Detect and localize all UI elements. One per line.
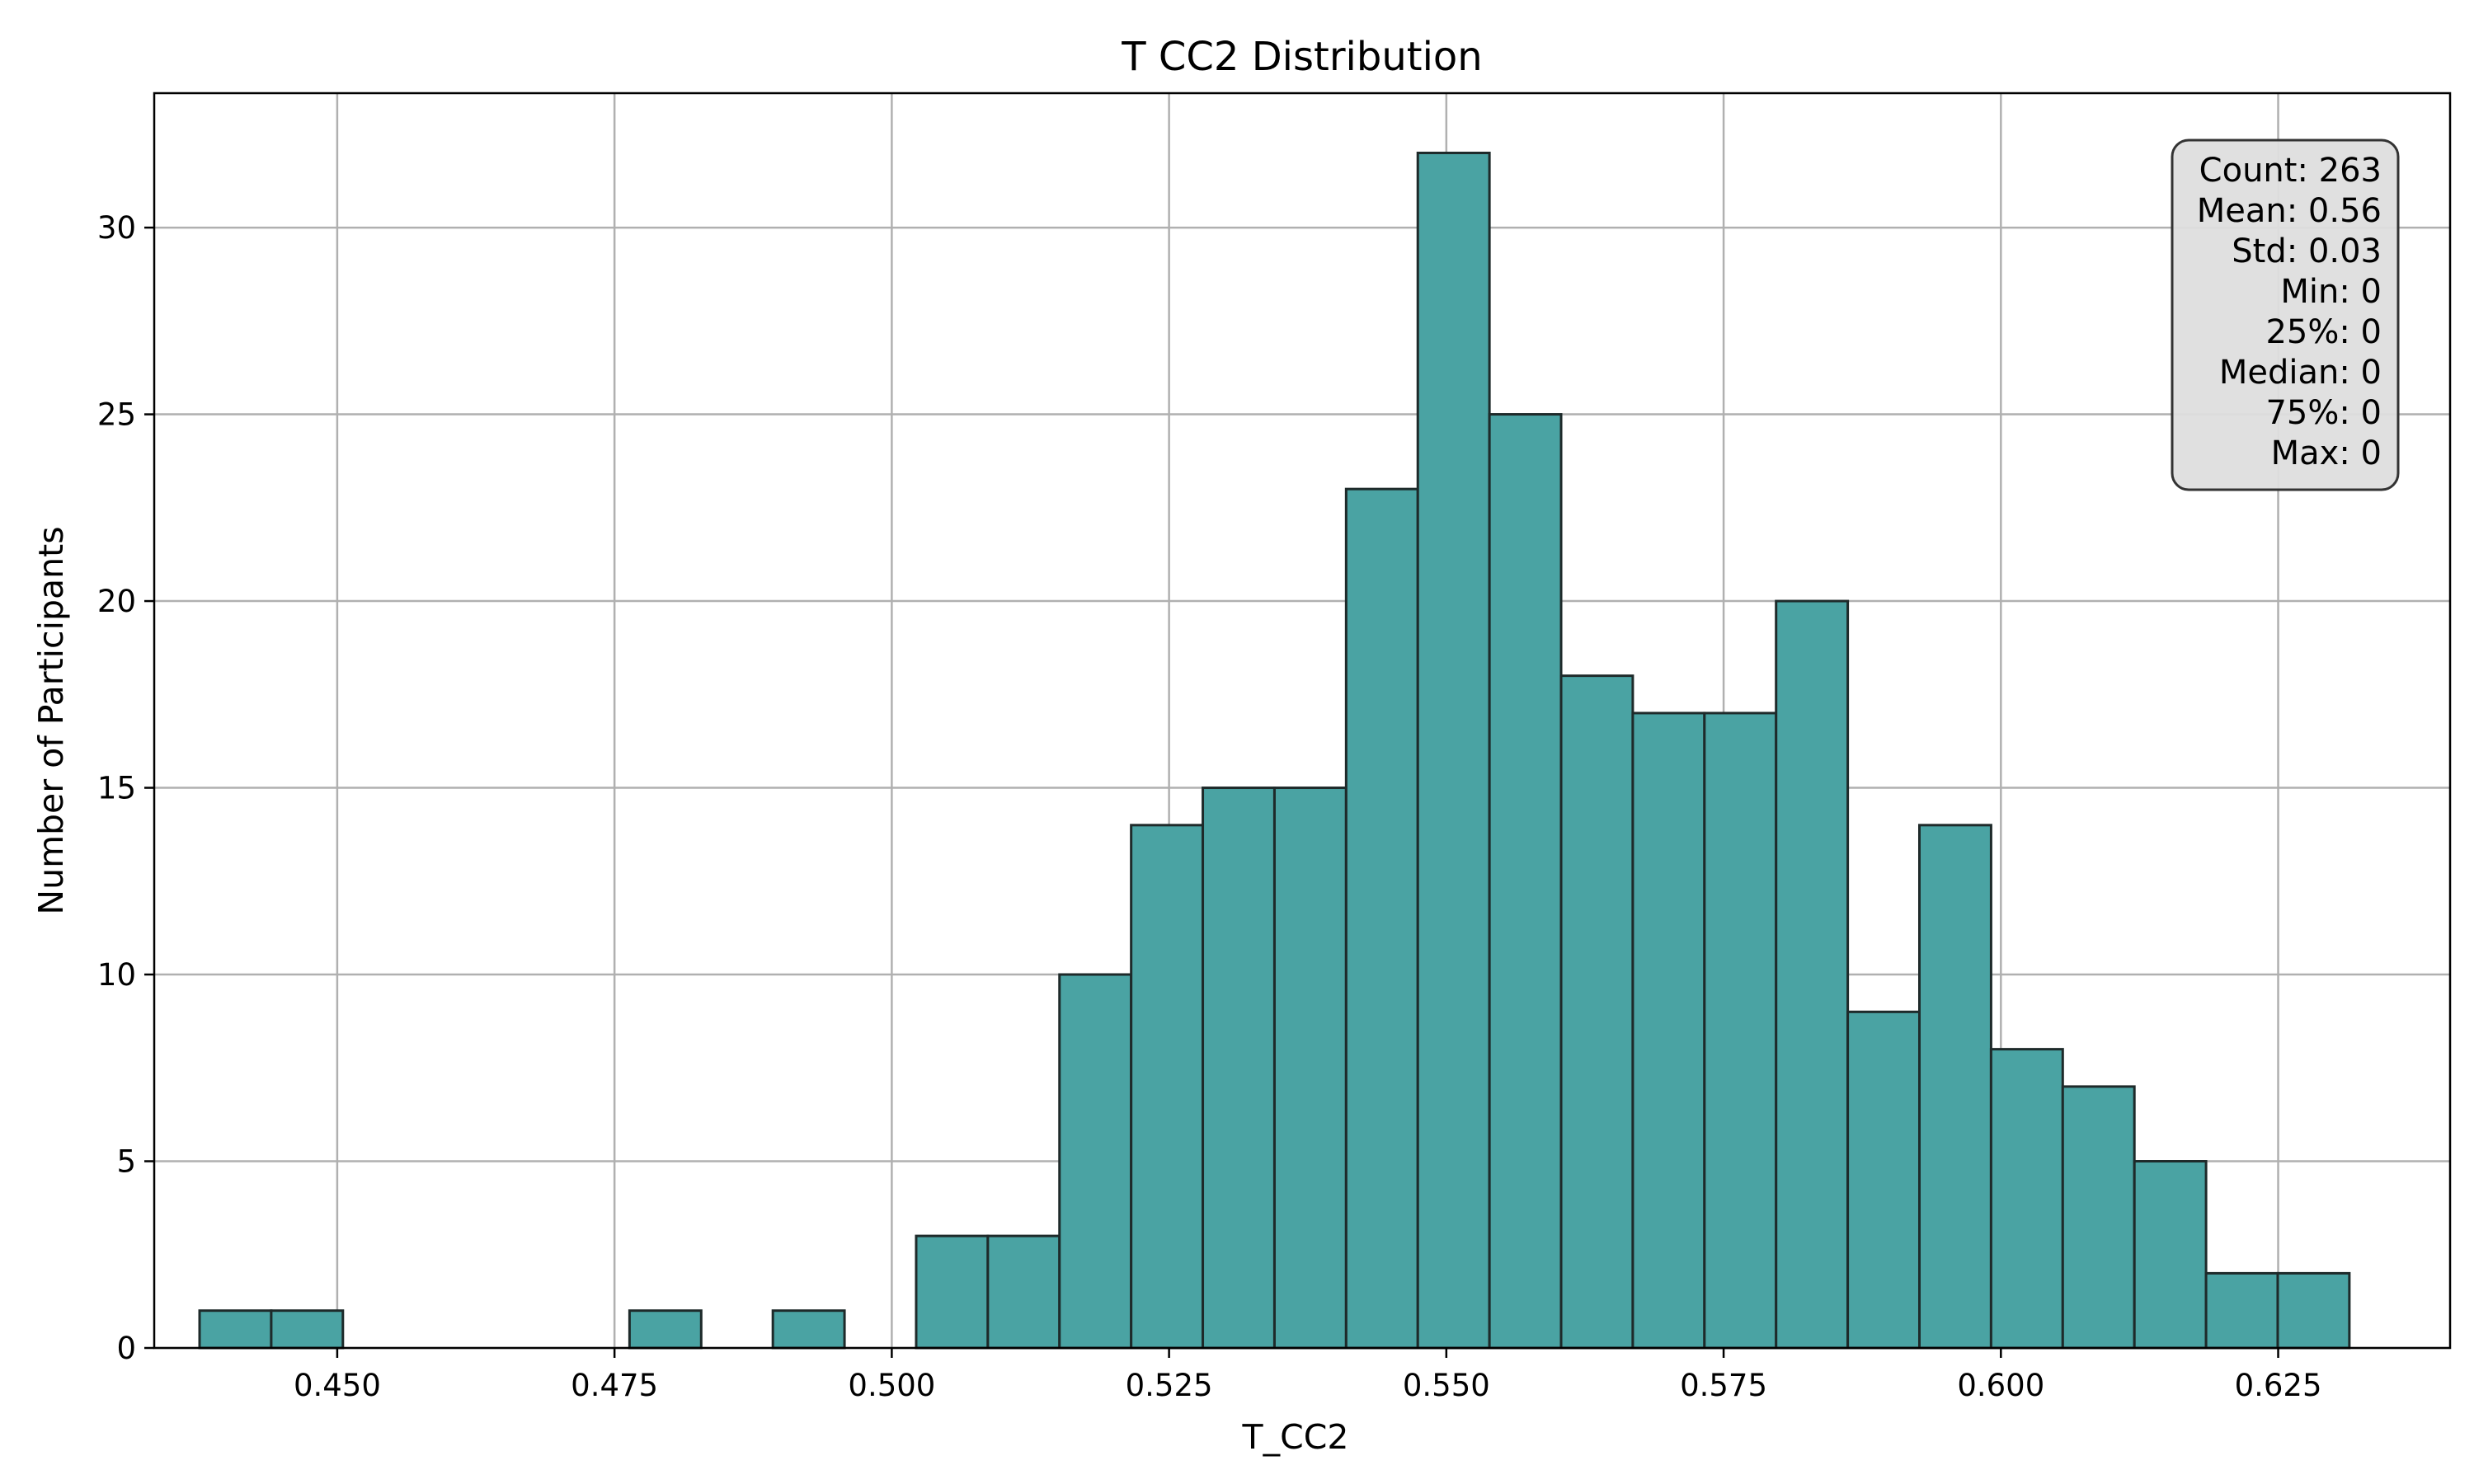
- histogram-bar: [270, 1309, 345, 1350]
- stats-std: Std: 0.03: [2232, 232, 2382, 270]
- histogram-bar: [2061, 1085, 2136, 1350]
- histogram-bars: [198, 151, 2351, 1350]
- stats-75pct: 75%: 0: [2265, 394, 2382, 432]
- histogram-bar: [1703, 711, 1778, 1350]
- stats-median: Median: 0: [2219, 354, 2382, 392]
- histogram-bar: [1846, 1010, 1921, 1350]
- x-tick-label: 0.625: [2235, 1368, 2322, 1403]
- y-tick-label: 20: [97, 584, 136, 619]
- stats-mean: Mean: 0.56: [2197, 192, 2382, 230]
- y-tick-label: 5: [116, 1144, 136, 1180]
- histogram-bar: [1130, 824, 1205, 1350]
- x-tick-label: 0.550: [1403, 1368, 1490, 1403]
- histogram-bar: [1344, 487, 1419, 1350]
- x-tick-label: 0.600: [1957, 1368, 2044, 1403]
- y-tick-label: 10: [97, 957, 136, 993]
- y-tick-label: 25: [97, 397, 136, 433]
- x-tick-label: 0.500: [848, 1368, 935, 1403]
- histogram-bar: [2276, 1271, 2351, 1350]
- stats-box-background: [2171, 139, 2400, 491]
- x-tick-label: 0.475: [571, 1368, 658, 1403]
- y-axis-ticks: 0 5 10 15 20 25 30: [97, 210, 154, 1366]
- stats-25pct: 25%: 0: [2265, 313, 2382, 351]
- histogram-bar: [1989, 1048, 2064, 1350]
- histogram-bar: [915, 1234, 990, 1350]
- y-tick-label: 0: [116, 1331, 136, 1366]
- y-tick-label: 15: [97, 771, 136, 806]
- stats-count: Count: 263: [2199, 152, 2382, 190]
- histogram-bar: [1559, 674, 1634, 1350]
- histogram-bar: [2204, 1271, 2279, 1350]
- plot-frame: [153, 92, 2452, 1350]
- stats-box: Count: 263 Mean: 0.56 Std: 0.03 Min: 0 2…: [2171, 139, 2400, 491]
- histogram-bar: [2133, 1160, 2208, 1350]
- stats-max: Max: 0: [2271, 434, 2382, 472]
- histogram-bar: [986, 1234, 1061, 1350]
- y-axis-label: Number of Participants: [31, 526, 71, 914]
- histogram-bar: [198, 1309, 273, 1350]
- stats-min: Min: 0: [2280, 273, 2382, 311]
- histogram-bar: [628, 1309, 703, 1350]
- histogram-bar: [1775, 599, 1850, 1350]
- histogram-bar: [1918, 824, 1992, 1350]
- histogram-bar: [1416, 151, 1491, 1350]
- histogram-bar: [1631, 711, 1706, 1350]
- x-axis-label: T_CC2: [1242, 1417, 1349, 1457]
- histogram-bar: [1202, 787, 1276, 1350]
- histogram-bar: [771, 1309, 846, 1350]
- histogram-bar: [1272, 787, 1348, 1350]
- x-axis-ticks: 0.450 0.475 0.500 0.525 0.550 0.575 0.600 0.625: [294, 1348, 2322, 1403]
- x-tick-label: 0.575: [1680, 1368, 1767, 1403]
- histogram-bar: [1058, 973, 1133, 1350]
- histogram-bar: [1488, 413, 1563, 1350]
- y-tick-label: 30: [97, 210, 136, 246]
- chart-title: T CC2 Distribution: [1121, 34, 1482, 80]
- x-tick-label: 0.450: [294, 1368, 381, 1403]
- x-tick-label: 0.525: [1126, 1368, 1213, 1403]
